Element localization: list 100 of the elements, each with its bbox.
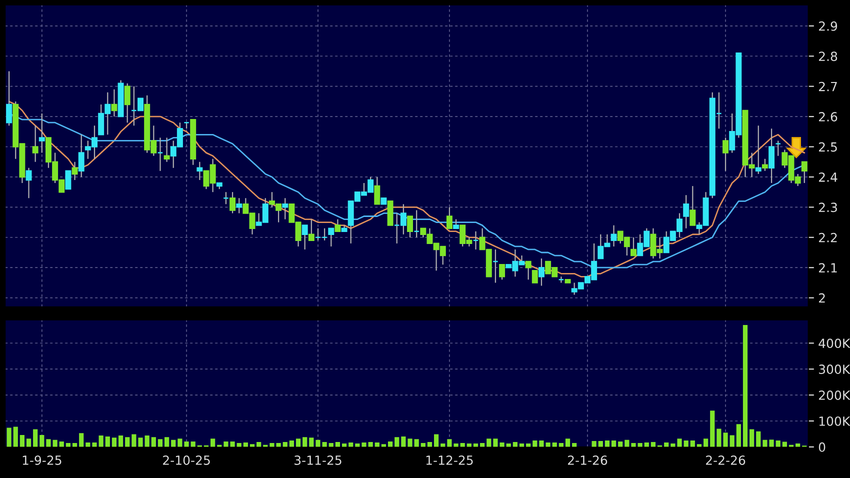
candlestick <box>538 258 544 286</box>
bar <box>408 438 412 447</box>
y-tick-label: 2.8 <box>818 52 838 62</box>
bar <box>565 438 570 447</box>
candlestick <box>308 218 314 242</box>
candlestick <box>532 270 538 284</box>
bar <box>105 436 110 447</box>
x-tick-label: 2-10-25 <box>163 455 210 465</box>
bar <box>750 429 754 447</box>
candlestick <box>446 206 452 229</box>
candlestick <box>302 224 308 250</box>
candlestick <box>690 185 696 226</box>
bar <box>401 436 406 447</box>
candlestick <box>762 158 768 172</box>
candlestick <box>26 167 32 199</box>
candlestick <box>453 218 460 229</box>
x-tick-label: 1-9-25 <box>22 455 62 465</box>
candlestick <box>722 137 729 172</box>
bar <box>690 440 695 447</box>
bar <box>178 438 182 447</box>
bar <box>296 438 301 447</box>
candlestick <box>630 236 636 256</box>
candlestick <box>32 125 38 162</box>
candlestick <box>407 216 414 238</box>
bar <box>362 442 366 447</box>
bar <box>604 440 610 447</box>
bar <box>52 440 58 447</box>
candlestick <box>334 218 341 232</box>
bar <box>118 436 124 447</box>
x-tick-label: 2-2-26 <box>706 455 746 465</box>
bar <box>144 436 150 447</box>
bar <box>40 434 44 447</box>
bar <box>434 434 439 447</box>
bar <box>730 435 734 447</box>
bar <box>598 440 603 447</box>
candlestick <box>282 198 288 220</box>
candlestick <box>492 248 498 284</box>
y-tick-label: 300K <box>819 364 850 374</box>
candlestick <box>6 70 12 126</box>
candlestick <box>38 112 45 154</box>
candlestick <box>374 176 380 205</box>
bar <box>132 434 136 447</box>
bar <box>302 437 308 447</box>
y-tick-label: 2.3 <box>818 202 837 212</box>
candlestick <box>414 210 420 238</box>
bar <box>59 441 64 447</box>
candlestick <box>755 125 762 175</box>
bar <box>13 426 18 447</box>
bar <box>618 441 623 447</box>
candlestick <box>683 194 690 229</box>
bar <box>26 438 32 447</box>
bar <box>92 442 97 447</box>
y-tick-label: 2.9 <box>818 21 838 31</box>
bar <box>486 438 492 447</box>
candlestick <box>111 88 118 118</box>
bar <box>164 437 170 447</box>
x-tick-label: 1-12-25 <box>426 455 473 465</box>
bar <box>289 440 294 447</box>
candlestick <box>65 170 72 190</box>
bar <box>394 437 400 447</box>
bar <box>316 440 320 447</box>
bar <box>20 434 24 447</box>
y-tick-label: 2.2 <box>818 232 837 242</box>
candlestick <box>768 128 775 184</box>
y-tick-label: 2.1 <box>818 263 837 272</box>
bar <box>736 424 741 447</box>
bar <box>782 442 787 447</box>
bar <box>631 443 636 447</box>
y-tick-label: 2.7 <box>818 82 837 92</box>
candlestick <box>124 82 130 124</box>
bar <box>158 439 163 447</box>
bar <box>98 436 104 447</box>
candlestick <box>558 276 564 284</box>
bar <box>677 438 682 447</box>
y-tick-label: 0 <box>818 442 826 452</box>
y-tick-label: 2.4 <box>818 172 838 182</box>
bar <box>46 439 51 447</box>
bar <box>6 428 12 447</box>
y-tick-label: 200K <box>818 390 850 400</box>
candlestick <box>222 192 229 205</box>
bar <box>79 433 84 447</box>
bar <box>611 440 616 447</box>
bar <box>112 438 117 447</box>
bar <box>190 441 196 447</box>
bar <box>309 438 314 447</box>
x-tick-label: 3-11-25 <box>294 455 342 465</box>
y-tick-label: 2.6 <box>818 112 838 122</box>
bar <box>125 437 130 447</box>
candlestick <box>72 161 78 181</box>
bar <box>532 440 538 447</box>
candlestick <box>164 137 170 162</box>
candlestick <box>499 264 506 280</box>
bar <box>742 324 748 447</box>
candlestick <box>801 161 808 184</box>
bar <box>776 440 780 447</box>
y-tick-label: 100K <box>819 416 850 426</box>
x-tick-label: 2-1-26 <box>568 455 608 465</box>
candlestick <box>157 137 164 172</box>
candlestick <box>78 134 84 178</box>
bar <box>33 429 38 447</box>
